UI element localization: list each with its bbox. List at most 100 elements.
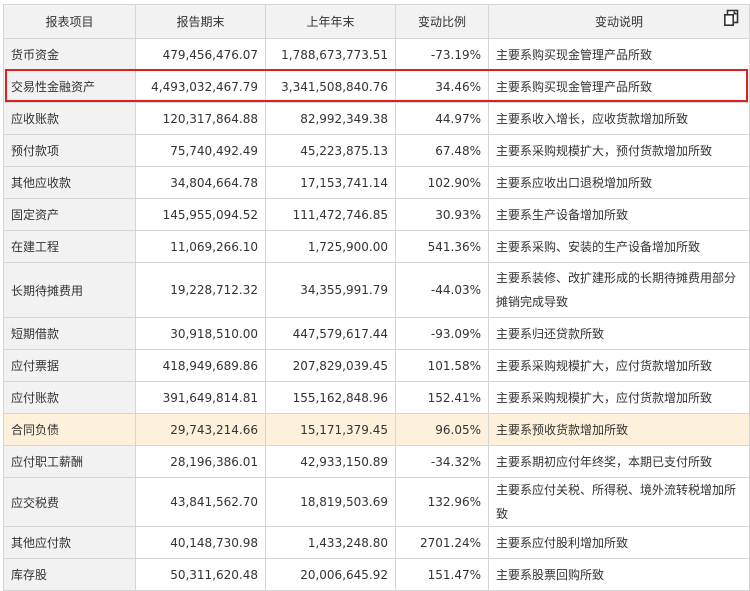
row-period-end: 28,196,386.01 [135,445,266,478]
row-prior-year-end: 1,433,248.80 [265,526,396,559]
row-item: 固定资产 [3,198,136,231]
row-period-end: 4,493,032,467.79 [135,70,266,103]
row-item: 合同负债 [3,413,136,446]
row-period-end: 418,949,689.86 [135,349,266,382]
row-prior-year-end: 111,472,746.85 [265,198,396,231]
row-prior-year-end: 3,341,508,840.76 [265,70,396,103]
row-change-ratio: -34.32% [395,445,489,478]
row-prior-year-end: 82,992,349.38 [265,102,396,135]
row-period-end: 145,955,094.52 [135,198,266,231]
row-prior-year-end: 18,819,503.69 [265,477,396,527]
row-item: 短期借款 [3,317,136,350]
row-period-end: 120,317,864.88 [135,102,266,135]
row-period-end: 19,228,712.32 [135,262,266,318]
row-prior-year-end: 34,355,991.79 [265,262,396,318]
table-row: 交易性金融资产 4,493,032,467.79 3,341,508,840.7… [3,70,750,103]
row-period-end: 43,841,562.70 [135,477,266,527]
row-item: 其他应收款 [3,166,136,199]
row-item: 库存股 [3,558,136,591]
row-prior-year-end: 155,162,848.96 [265,381,396,414]
table-row: 应收账款 120,317,864.88 82,992,349.38 44.97%… [3,102,750,135]
row-prior-year-end: 1,725,900.00 [265,230,396,263]
row-period-end: 40,148,730.98 [135,526,266,559]
row-item: 货币资金 [3,38,136,71]
row-change-ratio: 132.96% [395,477,489,527]
row-period-end: 479,456,476.07 [135,38,266,71]
table-row: 在建工程 11,069,266.10 1,725,900.00 541.36% … [3,230,750,263]
row-explanation: 主要系期初应付年终奖，本期已支付所致 [488,445,750,478]
table-row: 应付票据 418,949,689.86 207,829,039.45 101.5… [3,349,750,382]
row-item: 应付职工薪酬 [3,445,136,478]
row-change-ratio: -93.09% [395,317,489,350]
row-change-ratio: 96.05% [395,413,489,446]
row-change-ratio: 67.48% [395,134,489,167]
row-period-end: 50,311,620.48 [135,558,266,591]
row-period-end: 34,804,664.78 [135,166,266,199]
row-period-end: 11,069,266.10 [135,230,266,263]
row-item: 应交税费 [3,477,136,527]
row-period-end: 30,918,510.00 [135,317,266,350]
table-row: 固定资产 145,955,094.52 111,472,746.85 30.93… [3,198,750,231]
row-explanation: 主要系装修、改扩建形成的长期待摊费用部分摊销完成导致 [488,262,750,318]
row-prior-year-end: 42,933,150.89 [265,445,396,478]
row-item: 应收账款 [3,102,136,135]
header-change-explanation: 变动说明 [488,4,750,39]
header-change-ratio: 变动比例 [395,4,489,39]
row-explanation: 主要系生产设备增加所致 [488,198,750,231]
row-prior-year-end: 447,579,617.44 [265,317,396,350]
row-explanation: 主要系采购规模扩大，应付货款增加所致 [488,349,750,382]
row-prior-year-end: 45,223,875.13 [265,134,396,167]
table-row: 长期待摊费用 19,228,712.32 34,355,991.79 -44.0… [3,262,750,318]
row-explanation: 主要系应收出口退税增加所致 [488,166,750,199]
row-item: 预付款项 [3,134,136,167]
row-period-end: 391,649,814.81 [135,381,266,414]
row-item: 在建工程 [3,230,136,263]
row-change-ratio: 2701.24% [395,526,489,559]
row-explanation: 主要系购买现金管理产品所致 [488,70,750,103]
row-period-end: 29,743,214.66 [135,413,266,446]
row-explanation: 主要系归还贷款所致 [488,317,750,350]
table-row: 其他应收款 34,804,664.78 17,153,741.14 102.90… [3,166,750,199]
row-change-ratio: -44.03% [395,262,489,318]
financial-table: 报表项目 报告期末 上年年末 变动比例 变动说明 货币资金 479,456,47… [3,4,750,591]
table-row-highlighted: 合同负债 29,743,214.66 15,171,379.45 96.05% … [3,413,750,446]
row-change-ratio: 30.93% [395,198,489,231]
row-period-end: 75,740,492.49 [135,134,266,167]
row-explanation: 主要系应付关税、所得税、境外流转税增加所致 [488,477,750,527]
row-explanation: 主要系股票回购所致 [488,558,750,591]
row-change-ratio: 44.97% [395,102,489,135]
header-period-end: 报告期末 [135,4,266,39]
row-prior-year-end: 207,829,039.45 [265,349,396,382]
row-prior-year-end: 17,153,741.14 [265,166,396,199]
row-explanation: 主要系应付股利增加所致 [488,526,750,559]
copy-icon[interactable] [722,9,740,27]
row-change-ratio: 541.36% [395,230,489,263]
row-change-ratio: -73.19% [395,38,489,71]
row-explanation: 主要系采购规模扩大，应付货款增加所致 [488,381,750,414]
row-explanation: 主要系采购规模扩大，预付货款增加所致 [488,134,750,167]
table-row: 应付账款 391,649,814.81 155,162,848.96 152.4… [3,381,750,414]
row-explanation: 主要系购买现金管理产品所致 [488,38,750,71]
row-item: 应付账款 [3,381,136,414]
header-item: 报表项目 [3,4,136,39]
row-change-ratio: 102.90% [395,166,489,199]
row-item: 应付票据 [3,349,136,382]
row-explanation: 主要系采购、安装的生产设备增加所致 [488,230,750,263]
row-prior-year-end: 20,006,645.92 [265,558,396,591]
row-explanation: 主要系收入增长，应收货款增加所致 [488,102,750,135]
row-change-ratio: 34.46% [395,70,489,103]
row-change-ratio: 101.58% [395,349,489,382]
row-prior-year-end: 15,171,379.45 [265,413,396,446]
row-item: 长期待摊费用 [3,262,136,318]
table-header-row: 报表项目 报告期末 上年年末 变动比例 变动说明 [3,4,750,39]
header-prior-year-end: 上年年末 [265,4,396,39]
row-change-ratio: 152.41% [395,381,489,414]
table-row: 其他应付款 40,148,730.98 1,433,248.80 2701.24… [3,526,750,559]
table-row: 短期借款 30,918,510.00 447,579,617.44 -93.09… [3,317,750,350]
table-row: 应付职工薪酬 28,196,386.01 42,933,150.89 -34.3… [3,445,750,478]
row-item: 其他应付款 [3,526,136,559]
row-explanation: 主要系预收货款增加所致 [488,413,750,446]
table-row: 库存股 50,311,620.48 20,006,645.92 151.47% … [3,558,750,591]
table-row: 应交税费 43,841,562.70 18,819,503.69 132.96%… [3,477,750,527]
table-row: 预付款项 75,740,492.49 45,223,875.13 67.48% … [3,134,750,167]
